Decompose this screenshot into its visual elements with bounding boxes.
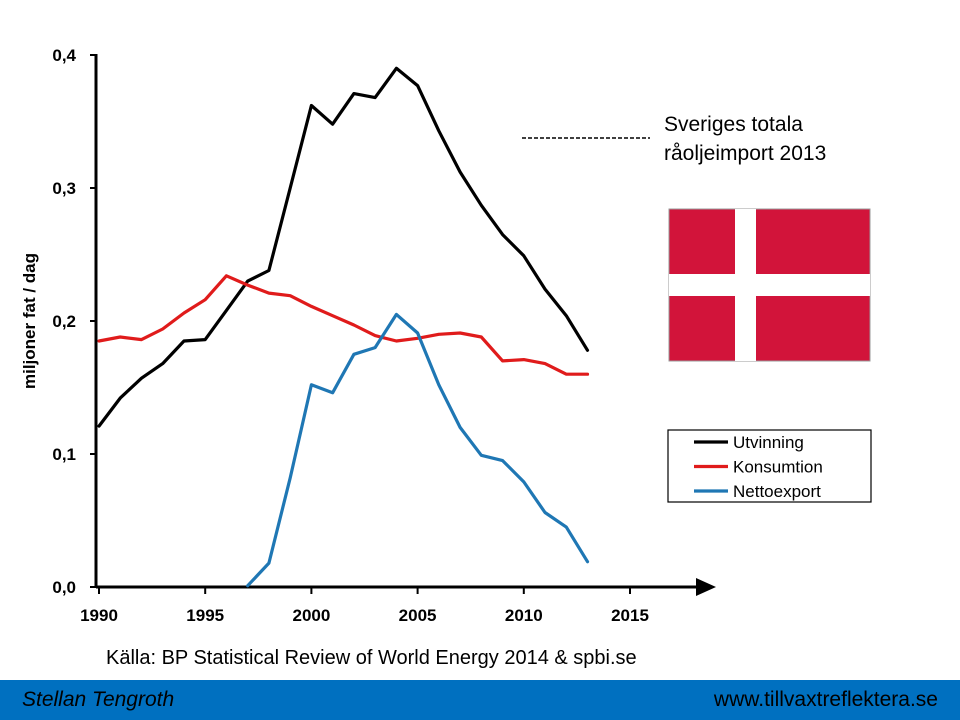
y-tick-label: 0,0 [52,578,76,597]
legend-label: Nettoexport [733,482,821,501]
footer-author: Stellan Tengroth [22,688,175,711]
legend-label: Utvinning [733,433,804,452]
chart-area: miljoner fat / dag 0,00,10,20,30,4 1990 1… [20,46,872,669]
series-group [97,66,590,588]
y-tick-label: 0,4 [52,46,76,65]
x-ticks: 1990 1995 2000 2005 2010 2015 [80,587,649,625]
axes [94,54,716,596]
flag-cross-horizontal [669,274,870,296]
legend-label: Konsumtion [733,458,823,477]
x-axis-arrow [696,578,716,596]
source-note: Källa: BP Statistical Review of World En… [106,647,637,669]
x-tick-label: 1990 [80,606,118,625]
x-tick-label: 2015 [611,606,649,625]
series-line-nettoexport [246,312,590,588]
footer-website: www.tillvaxtreflektera.se [713,688,938,711]
danish-flag-icon [668,208,871,362]
y-axis-label: miljoner fat / dag [20,253,39,389]
y-tick-label: 0,2 [52,312,76,331]
y-ticks: 0,0 0,1 0,2 0,3 0,4 [52,46,96,597]
series-line-konsumtion [97,274,590,376]
legend: Utvinning Konsumtion Nettoexport [667,429,872,503]
annotation-line-2: råoljeimport 2013 [664,142,826,165]
annotation-line-1: Sveriges totala [664,113,803,136]
footer-bar: Stellan Tengroth www.tillvaxtreflektera.… [0,680,960,720]
y-tick-label: 0,3 [52,179,76,198]
series-line-utvinning [97,66,590,428]
x-tick-label: 2000 [292,606,330,625]
x-tick-label: 2010 [505,606,543,625]
y-tick-label: 0,1 [52,445,76,464]
x-tick-label: 2005 [399,606,437,625]
x-tick-label: 1995 [186,606,224,625]
